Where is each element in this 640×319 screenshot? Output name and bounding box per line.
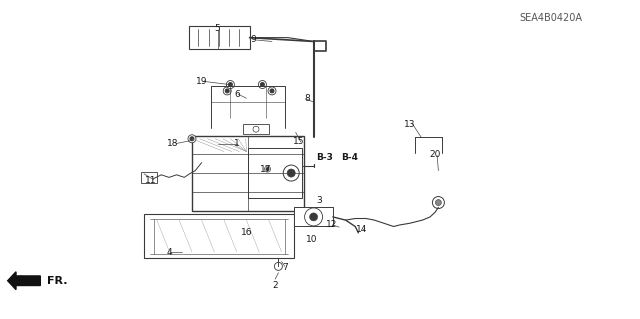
Circle shape	[268, 87, 276, 95]
Text: 8: 8	[305, 94, 310, 103]
Polygon shape	[8, 272, 40, 290]
Circle shape	[310, 213, 317, 221]
Circle shape	[433, 197, 444, 209]
Text: 3: 3	[316, 197, 321, 205]
Text: 16: 16	[241, 228, 252, 237]
Text: 12: 12	[326, 220, 337, 229]
Text: 9: 9	[250, 35, 255, 44]
Circle shape	[283, 165, 300, 181]
Text: B-4: B-4	[342, 153, 358, 162]
Bar	[192, 136, 304, 211]
Circle shape	[253, 126, 259, 132]
Bar	[243, 124, 269, 134]
Text: 5: 5	[215, 24, 220, 33]
Text: 1: 1	[234, 139, 239, 148]
Text: 4: 4	[167, 248, 172, 256]
Text: 2: 2	[273, 281, 278, 290]
Circle shape	[275, 262, 282, 271]
Bar	[248, 148, 302, 198]
Bar	[189, 26, 250, 49]
Text: 17: 17	[260, 165, 271, 174]
Bar	[144, 214, 294, 258]
Text: B-3: B-3	[316, 153, 333, 162]
Text: SEA4B0420A: SEA4B0420A	[519, 12, 582, 23]
Text: 6: 6	[234, 90, 239, 99]
Circle shape	[435, 200, 442, 205]
Text: 18: 18	[167, 139, 179, 148]
Circle shape	[305, 208, 323, 226]
Circle shape	[227, 80, 234, 89]
Circle shape	[225, 89, 229, 93]
Bar	[294, 207, 333, 226]
Circle shape	[223, 87, 231, 95]
Circle shape	[228, 83, 232, 86]
Text: 11: 11	[145, 176, 156, 185]
Circle shape	[270, 89, 274, 93]
Text: 19: 19	[196, 77, 207, 86]
Bar	[141, 172, 157, 183]
Circle shape	[188, 135, 196, 143]
Text: 14: 14	[356, 225, 367, 234]
Circle shape	[190, 137, 194, 141]
Circle shape	[259, 80, 266, 89]
Text: FR.: FR.	[47, 276, 68, 286]
Text: 10: 10	[306, 235, 317, 244]
Text: 13: 13	[404, 120, 415, 129]
Text: 20: 20	[429, 150, 441, 159]
Text: 15: 15	[293, 137, 305, 146]
Circle shape	[287, 169, 295, 177]
Circle shape	[264, 166, 271, 172]
Text: 7: 7	[282, 263, 287, 272]
Circle shape	[266, 167, 269, 171]
Circle shape	[260, 83, 264, 86]
